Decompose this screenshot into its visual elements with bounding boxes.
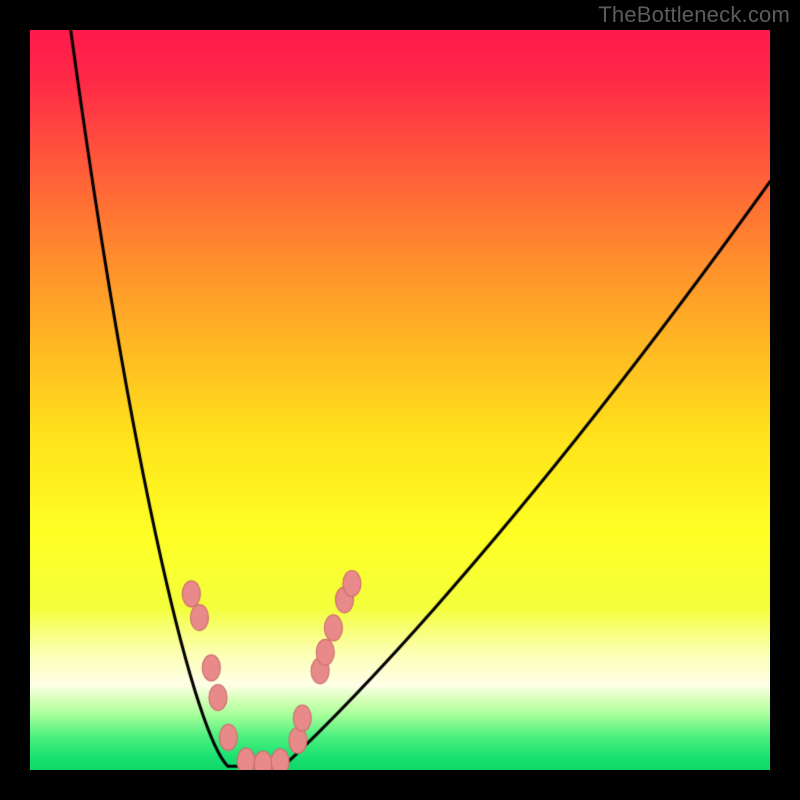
frame-right [770, 0, 800, 800]
bottleneck-chart [30, 30, 770, 770]
plot-area [30, 30, 770, 770]
frame-bottom [0, 770, 800, 800]
frame-left [0, 0, 30, 800]
watermark-text: TheBottleneck.com [598, 2, 790, 28]
